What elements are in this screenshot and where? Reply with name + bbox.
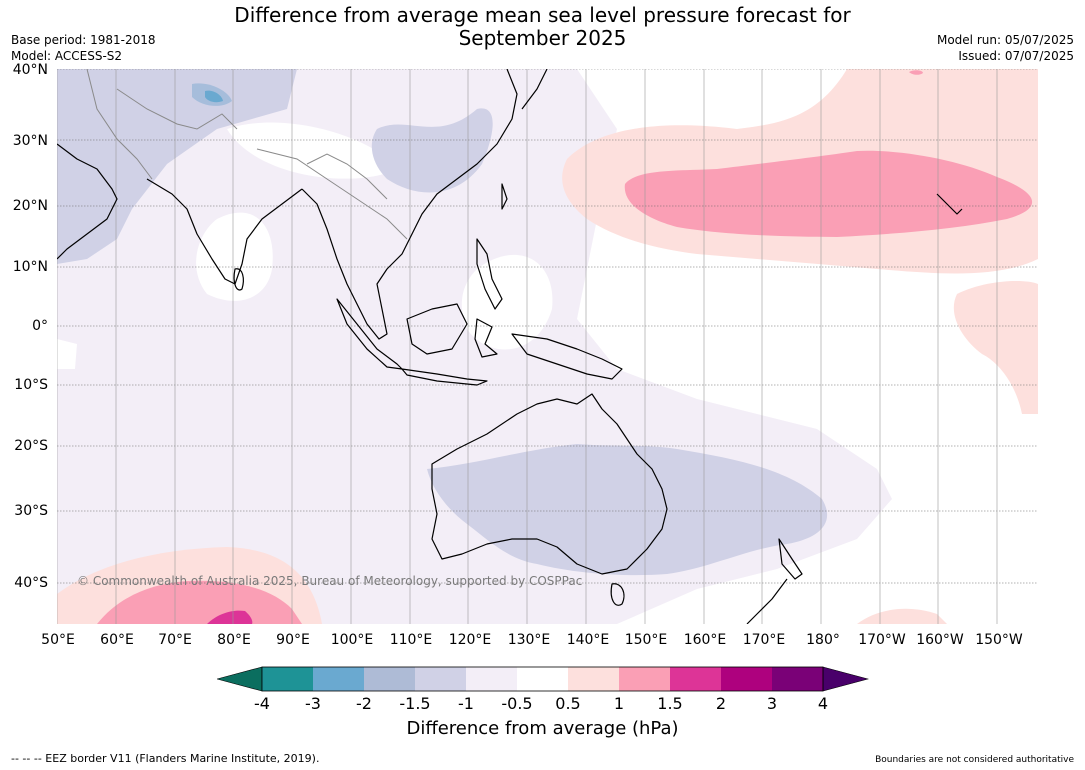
colorbar [217, 666, 869, 692]
anomaly-region-strong-negative [205, 90, 223, 103]
longitude-label: 160°E [683, 632, 727, 648]
coast-java [401, 368, 488, 386]
anomaly-region-positive-south-pacific [953, 281, 1038, 414]
anomaly-region-positive-spot [909, 70, 923, 75]
colorbar-outline [261, 666, 824, 692]
longitude-label: 150°W [975, 632, 1023, 648]
colorbar-tick-label: -3 [305, 694, 321, 713]
colorbar-extend-low [217, 666, 263, 692]
eez-note: -- -- -- EEZ border V11 (Flanders Marine… [11, 752, 320, 765]
coast-new-zealand [746, 538, 803, 624]
map-copyright: © Commonwealth of Australia 2025, Bureau… [77, 574, 583, 588]
latitude-label: 10°S [14, 377, 48, 393]
colorbar-swatch [670, 667, 721, 691]
latitude-label: 10°N [12, 259, 48, 275]
colorbar-tick-label: -4 [254, 694, 270, 713]
colorbar-swatch [313, 667, 364, 691]
colorbar-swatch [262, 667, 313, 691]
longitude-label: 140°E [566, 632, 610, 648]
longitude-label: 160°W [916, 632, 964, 648]
longitude-label: 120°E [448, 632, 492, 648]
coastlines [57, 69, 963, 624]
colorbar-swatch [466, 667, 517, 691]
coast-sri-lanka [233, 268, 244, 291]
latitude-label: 30°N [12, 133, 48, 149]
colorbar-tick-label: 2 [715, 694, 727, 713]
neutral-pocket-china [227, 122, 397, 179]
colorbar-tick-label: 4 [817, 694, 829, 713]
anomaly-region-negative-china [371, 108, 493, 193]
model-run: Model run: 05/07/2025 [936, 33, 1074, 47]
meridians [57, 69, 998, 624]
anomaly-region-positive-southeast [857, 608, 947, 624]
coast-philippines [476, 238, 503, 310]
colorbar-tick-label: -1.5 [399, 694, 431, 713]
latitude-label: 30°S [14, 503, 48, 519]
colorbar-swatch [619, 667, 670, 691]
longitude-label: 110°E [389, 632, 433, 648]
neutral-pocket-india [196, 212, 273, 301]
title-line-2: September 2025 [458, 26, 627, 50]
colorbar-tick-label: -2 [356, 694, 372, 713]
coast-arabia-iran [57, 143, 118, 260]
coast-borneo [406, 303, 468, 355]
longitude-label: 60°E [100, 632, 134, 648]
colorbar-tick-label: 0.5 [555, 694, 581, 713]
colorbar-title: Difference from average (hPa) [406, 718, 679, 739]
colorbar-extend-high [822, 666, 869, 692]
neutral-pocket-west [57, 339, 77, 369]
longitude-label: 180° [806, 632, 840, 648]
longitude-label: 70°E [158, 632, 192, 648]
country-borders [86, 69, 408, 240]
coast-tasmania [610, 583, 625, 606]
coast-new-guinea [511, 333, 623, 380]
colorbar-swatch [415, 667, 466, 691]
colorbar-swatch [364, 667, 415, 691]
latitude-label: 20°N [12, 198, 48, 214]
colorbar-swatch [772, 667, 823, 691]
coast-sulawesi [474, 318, 498, 358]
colorbar-swatch [517, 667, 568, 691]
longitude-label: 170°W [858, 632, 906, 648]
colorbar-swatch [568, 667, 619, 691]
longitude-label: 50°E [41, 632, 75, 648]
coast-hawaii [936, 193, 963, 215]
anomaly-region-negative-arabia [57, 69, 297, 264]
colorbar-tick-label: 3 [766, 694, 778, 713]
anomaly-region-positive-southern [97, 580, 302, 624]
coast-australia [431, 393, 668, 575]
longitude-label: 130°E [507, 632, 551, 648]
longitude-label: 80°E [217, 632, 251, 648]
meta-right: Model run: 05/07/2025 Issued: 07/07/2025 [937, 32, 1074, 64]
anomaly-region-positive-hawaii [624, 150, 1033, 237]
latitude-label: 20°S [14, 438, 48, 454]
map-title: Difference from average mean sea level p… [0, 4, 1085, 50]
colorbar-tick-label: 1 [613, 694, 625, 713]
boundaries-note: Boundaries are not considered authoritat… [875, 755, 1074, 765]
colorbar-tick-label: -1 [458, 694, 474, 713]
colorbar-tick-label: 1.5 [657, 694, 683, 713]
latitude-label: 40°S [14, 575, 48, 591]
model-name: Model: ACCESS-S2 [11, 49, 123, 63]
base-period: Base period: 1981-2018 [11, 33, 156, 47]
longitude-label: 90°E [276, 632, 310, 648]
coast-taiwan-japan [501, 69, 548, 210]
coast-india [146, 178, 303, 285]
title-line-1: Difference from average mean sea level p… [234, 3, 851, 27]
latitude-label: 40°N [12, 62, 48, 78]
forecast-map [57, 69, 1038, 624]
colorbar-tick-label: -0.5 [501, 694, 533, 713]
anomaly-region-strong-positive [207, 610, 253, 624]
colorbar-swatch [721, 667, 772, 691]
coast-southeast-asia [301, 69, 518, 340]
meta-left: Base period: 1981-2018 Model: ACCESS-S2 [11, 32, 156, 64]
longitude-label: 170°E [742, 632, 786, 648]
issued-date: Issued: 07/07/2025 [958, 49, 1074, 63]
longitude-label: 150°E [624, 632, 668, 648]
latitude-label: 0° [32, 318, 48, 334]
longitude-label: 100°E [330, 632, 374, 648]
